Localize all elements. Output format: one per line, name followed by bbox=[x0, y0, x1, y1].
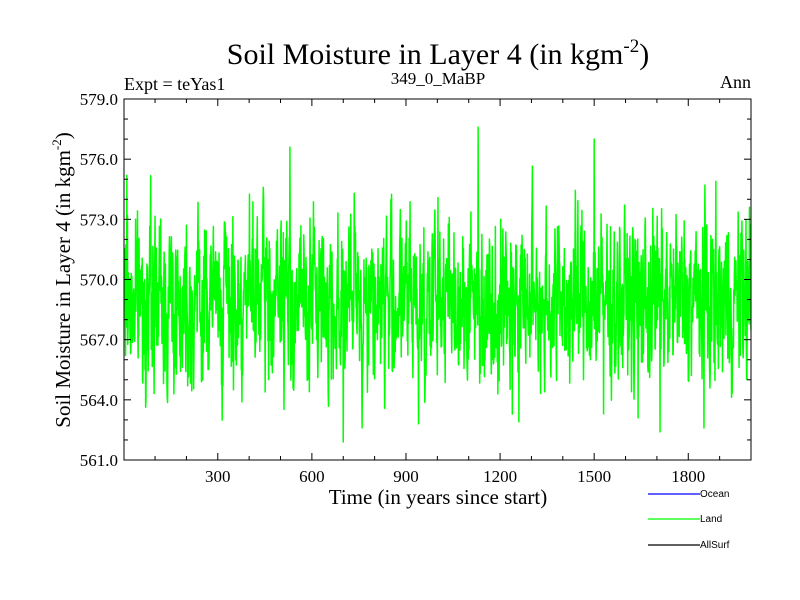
y-axis-label: Soil Moisture in Layer 4 (in kgm-2) bbox=[49, 132, 75, 427]
x-tick-label: 1800 bbox=[671, 467, 705, 486]
x-tick-label: 1200 bbox=[483, 467, 517, 486]
period-label: 349_0_MaBP bbox=[391, 69, 485, 88]
x-tick-label: 300 bbox=[205, 467, 231, 486]
series-line-land bbox=[124, 126, 751, 443]
y-tick-label: 573.0 bbox=[80, 210, 118, 229]
legend-label-ocean: Ocean bbox=[700, 489, 729, 500]
y-tick-label: 570.0 bbox=[80, 271, 118, 290]
y-tick-label: 567.0 bbox=[80, 331, 118, 350]
chart-title-superscript: -2 bbox=[623, 36, 639, 57]
legend-label-allsurf: AllSurf bbox=[700, 540, 730, 551]
y-tick-label: 579.0 bbox=[80, 90, 118, 109]
x-tick-label: 1500 bbox=[577, 467, 611, 486]
season-label: Ann bbox=[720, 72, 751, 92]
chart-title: Soil Moisture in Layer 4 (in kgm-2) bbox=[227, 36, 649, 71]
experiment-label: Expt = teYas1 bbox=[124, 74, 225, 94]
y-axis-label-end: ) bbox=[51, 132, 75, 139]
chart-title-end: ) bbox=[639, 38, 649, 71]
x-tick-label: 600 bbox=[299, 467, 325, 486]
x-axis-label: Time (in years since start) bbox=[329, 485, 548, 509]
y-axis-label-superscript: -2 bbox=[49, 139, 64, 150]
y-tick-label: 561.0 bbox=[80, 451, 118, 470]
y-tick-label: 564.0 bbox=[80, 391, 118, 410]
axis-ticks: 561.0 564.0 567.0 570.0 573.0 576.0 579.0 300 60… bbox=[80, 90, 751, 486]
x-tick-label: 900 bbox=[393, 467, 419, 486]
legend-label-land: Land bbox=[700, 514, 722, 525]
y-tick-label: 576.0 bbox=[80, 150, 118, 169]
legend: Ocean Land AllSurf bbox=[648, 489, 730, 551]
